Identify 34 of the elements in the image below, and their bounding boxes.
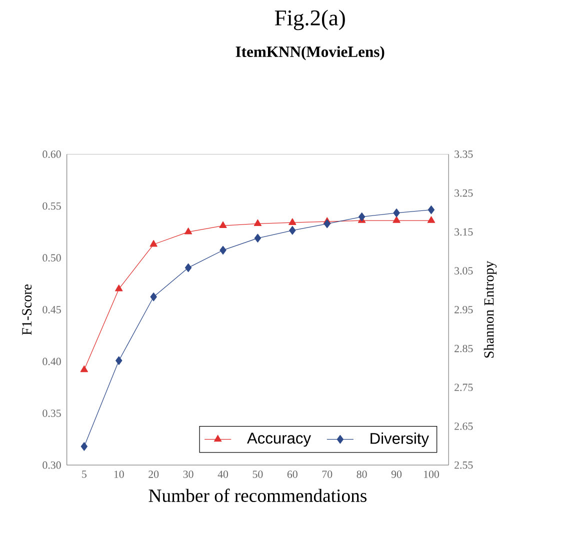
chart-title: Fig.2(a) xyxy=(274,10,345,30)
x-tick-label: 80 xyxy=(356,470,367,478)
y-tick-label: 0.60 xyxy=(42,150,61,158)
y-tick-label: 0.40 xyxy=(42,358,61,366)
x-tick-label: 60 xyxy=(287,470,298,478)
y-tick-label: 0.30 xyxy=(42,462,61,469)
y2-axis-title: Shannon Entropy xyxy=(484,261,497,358)
y2-tick-label: 2.65 xyxy=(454,422,473,430)
legend-label: Diversity xyxy=(370,432,430,448)
x-tick-label: 100 xyxy=(424,470,439,478)
x-tick-label: 50 xyxy=(252,470,263,478)
y2-tick-label: 3.05 xyxy=(454,267,473,275)
x-tick-label: 20 xyxy=(148,470,159,478)
y-tick-label: 0.45 xyxy=(42,306,61,314)
y2-tick-label: 2.85 xyxy=(454,345,473,352)
y-tick-label: 0.35 xyxy=(42,410,61,418)
y-axis-title: F1-Score xyxy=(22,284,32,336)
y2-tick-label: 2.55 xyxy=(454,462,473,469)
x-tick-label: 90 xyxy=(391,470,402,478)
x-tick-label: 40 xyxy=(218,470,228,478)
y2-tick-label: 3.25 xyxy=(454,190,473,197)
x-tick-label: 5 xyxy=(82,470,86,478)
y2-tick-label: 3.35 xyxy=(454,150,473,158)
x-tick-label: 30 xyxy=(183,470,194,478)
y-tick-label: 0.50 xyxy=(42,254,61,262)
y2-tick-label: 2.75 xyxy=(454,384,473,392)
x-tick-label: 70 xyxy=(322,470,332,478)
y2-tick-label: 2.95 xyxy=(454,306,473,314)
chart-subtitle: ItemKNN(MovieLens) xyxy=(236,46,384,60)
x-axis-title: Number of recommendations xyxy=(148,488,367,502)
y-tick-label: 0.55 xyxy=(42,202,61,210)
x-tick-label: 10 xyxy=(114,470,124,478)
legend-label: Accuracy xyxy=(247,432,311,447)
y2-tick-label: 3.15 xyxy=(454,228,473,236)
